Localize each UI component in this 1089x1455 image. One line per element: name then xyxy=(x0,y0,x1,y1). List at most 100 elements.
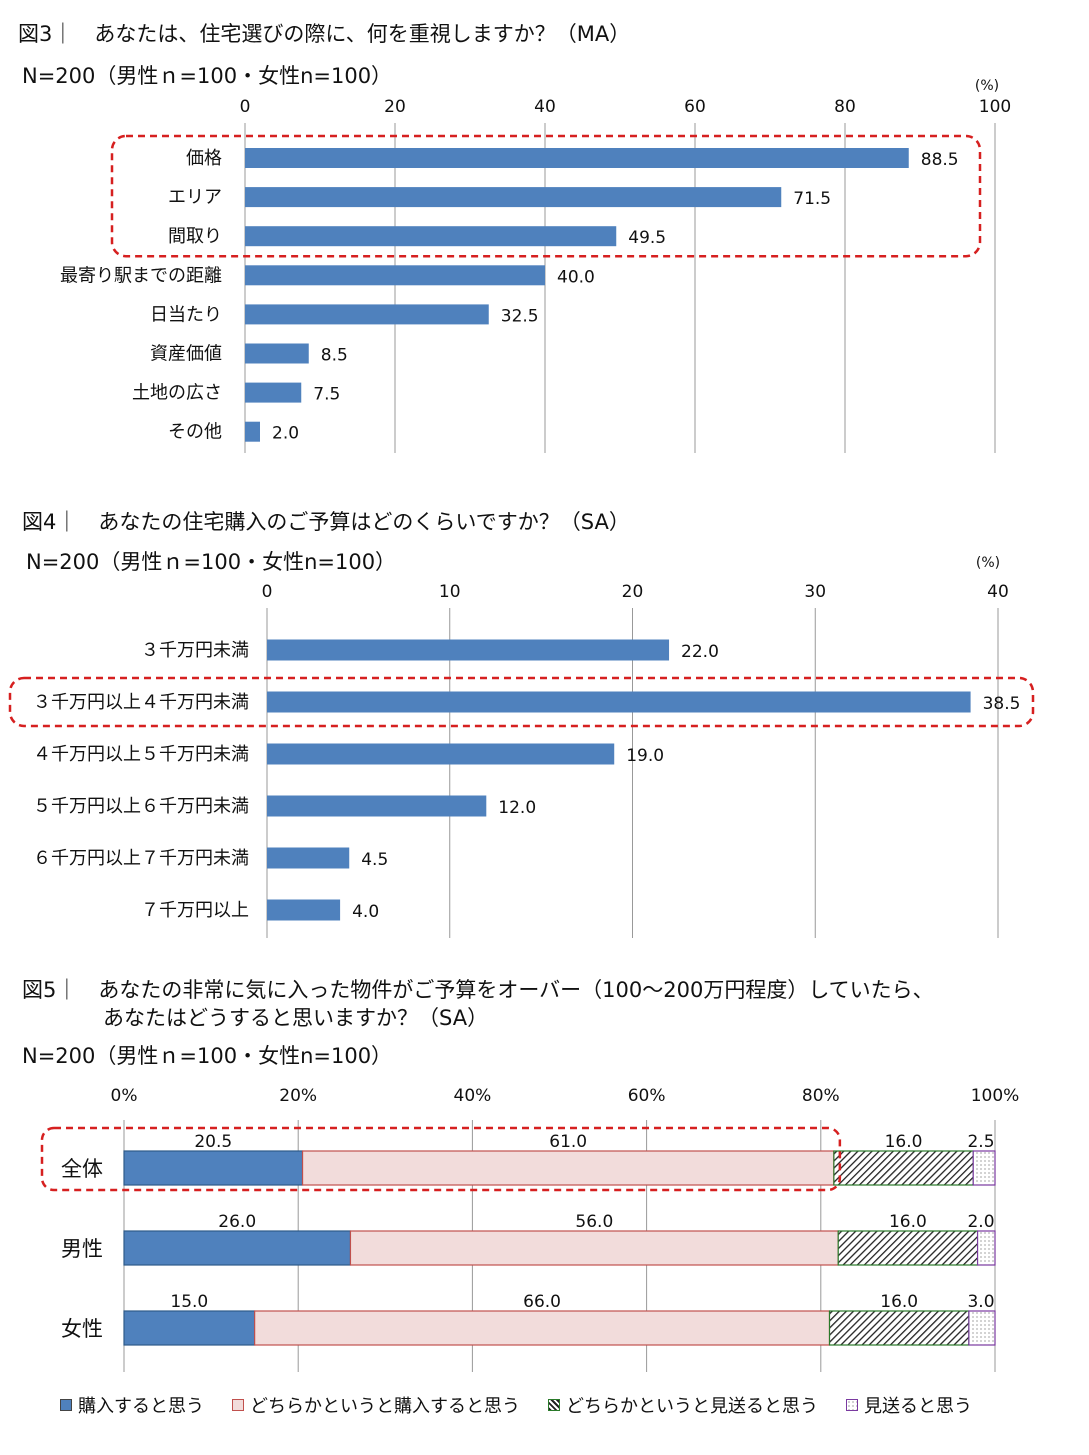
figure4-title: 図4｜ あなたの住宅購入のご予算はどのくらいですか？（SA） xyxy=(22,510,630,534)
figure5-segment xyxy=(976,1230,996,1266)
figure3-category-label: その他 xyxy=(168,422,222,443)
figure5-x-tick-label: 80% xyxy=(802,1086,840,1106)
figure3-category-label: エリア xyxy=(168,187,222,208)
figure4-x-tick-label: 10 xyxy=(439,582,461,602)
figure5-segment xyxy=(301,1150,835,1186)
legend-item-lean-buy: どちらかというと購入すると思う xyxy=(232,1392,520,1418)
figure5-segment xyxy=(123,1310,256,1346)
figure3-bar xyxy=(245,187,782,208)
figure3-category-label: 日当たり xyxy=(150,304,222,325)
figure5-segment-label: 20.5 xyxy=(194,1132,232,1152)
figure3-value-label: 7.5 xyxy=(313,385,340,405)
figure3-x-tick-label: 100 xyxy=(979,97,1011,117)
figure3-value-label: 40.0 xyxy=(557,267,595,287)
figure5-segment-label: 3.0 xyxy=(967,1292,994,1312)
figure4-value-label: 4.5 xyxy=(361,850,388,870)
figure3-category-label: 資産価値 xyxy=(150,344,222,365)
figure3-category-label: 価格 xyxy=(186,148,222,169)
figure4-bar xyxy=(267,795,487,817)
figure3-bar xyxy=(245,304,489,325)
legend-swatch-lean-pass xyxy=(548,1399,560,1411)
figure3-category-label: 土地の広さ xyxy=(132,383,222,404)
legend-label-lean-buy: どちらかというと購入すると思う xyxy=(250,1396,520,1417)
figure3-x-tick-label: 40 xyxy=(534,97,556,117)
figure4-sample-size: N=200（男性ｎ=100・女性n=100） xyxy=(26,550,397,574)
figure3-value-label: 2.0 xyxy=(272,424,299,444)
figure5-title-line2: あなたはどうすると思いますか？（SA） xyxy=(103,1006,489,1030)
figure3-unit-label: (%) xyxy=(975,78,999,94)
figure4-value-label: 12.0 xyxy=(498,798,536,818)
figure5-x-tick-label: 20% xyxy=(279,1086,317,1106)
figure5-segment xyxy=(828,1310,970,1346)
figure4-category-label: ７千万円以上 xyxy=(141,900,249,921)
figure3-title: 図3｜ あなたは、住宅選びの際に、何を重視しますか？（MA） xyxy=(18,22,631,46)
figure3-highlight-box xyxy=(110,134,982,258)
figure3-category-label: 間取り xyxy=(168,226,222,247)
figure3-bar xyxy=(245,148,909,168)
figure3-x-tick-label: 60 xyxy=(684,97,706,117)
figure5-x-tick-label: 40% xyxy=(454,1086,492,1106)
figure3-x-tick-label: 80 xyxy=(834,97,856,117)
figure5-segment-label: 26.0 xyxy=(218,1212,256,1232)
legend-item-buy: 購入すると思う xyxy=(60,1392,204,1418)
figure3-value-label: 88.5 xyxy=(921,150,959,170)
figure5-segment xyxy=(837,1230,979,1266)
figure3-category-label: 最寄り駅までの距離 xyxy=(60,265,222,286)
figure4-value-label: 4.0 xyxy=(352,902,379,922)
figure4-x-tick-label: 30 xyxy=(804,582,826,602)
figure5-segment xyxy=(349,1230,839,1266)
figure4-bar xyxy=(267,743,615,765)
figure5-category-label: 男性 xyxy=(61,1237,103,1261)
figure4-bar xyxy=(267,691,971,713)
figure5-category-label: 女性 xyxy=(61,1317,103,1341)
figure4-x-tick-label: 40 xyxy=(987,582,1009,602)
figure5-segment xyxy=(968,1310,996,1346)
legend-item-pass: 見送ると思う xyxy=(846,1392,972,1418)
figure3-value-label: 71.5 xyxy=(793,189,831,209)
figure4-value-label: 38.5 xyxy=(983,694,1021,714)
figure5-segment-label: 16.0 xyxy=(880,1292,918,1312)
figure4-category-label: ３千万円未満 xyxy=(141,640,249,661)
legend-swatch-buy xyxy=(60,1399,72,1411)
figure3-x-tick-label: 20 xyxy=(384,97,406,117)
legend-item-lean-pass: どちらかというと見送ると思う xyxy=(548,1392,818,1418)
figure5-segment-label: 15.0 xyxy=(170,1292,208,1312)
figure3-value-label: 32.5 xyxy=(501,306,539,326)
figure4-bar xyxy=(267,639,670,661)
figure4-bar xyxy=(267,899,341,921)
figure5-category-label: 全体 xyxy=(61,1157,103,1181)
legend-swatch-pass xyxy=(846,1399,858,1411)
legend-label-buy: 購入すると思う xyxy=(78,1396,204,1417)
figure5-legend: 購入すると思う どちらかというと購入すると思う どちらかというと見送ると思う 見… xyxy=(60,1392,972,1418)
figure5-x-tick-label: 60% xyxy=(628,1086,666,1106)
figure3-bar xyxy=(245,226,617,247)
figure5-segment-label: 66.0 xyxy=(523,1292,561,1312)
figure3-value-label: 8.5 xyxy=(321,346,348,366)
figure4-value-label: 22.0 xyxy=(681,642,719,662)
figure4-category-label: ３千万円以上４千万円未満 xyxy=(33,692,249,713)
figure5-segment-label: 16.0 xyxy=(885,1132,923,1152)
figure5-highlight-box xyxy=(40,1126,842,1192)
figure5-segment-label: 61.0 xyxy=(549,1132,587,1152)
figure3-bar xyxy=(245,343,309,364)
figure3-x-tick-label: 0 xyxy=(240,97,251,117)
figure4-category-label: ４千万円以上５千万円未満 xyxy=(33,744,249,765)
figure5-segment-label: 56.0 xyxy=(575,1212,613,1232)
legend-label-lean-pass: どちらかというと見送ると思う xyxy=(566,1396,818,1417)
figure5-x-tick-label: 100% xyxy=(971,1086,1020,1106)
figure4-category-label: ６千万円以上７千万円未満 xyxy=(33,848,249,869)
figure5-segment-label: 2.5 xyxy=(967,1132,994,1152)
figure5-title-line1: 図5｜ あなたの非常に気に入った物件がご予算をオーバー（100～200万円程度）… xyxy=(22,978,934,1002)
figure4-category-label: ５千万円以上６千万円未満 xyxy=(33,796,249,817)
figure3-bar xyxy=(245,382,302,403)
legend-swatch-lean-buy xyxy=(232,1399,244,1411)
figure5-segment-label: 16.0 xyxy=(889,1212,927,1232)
figure4-value-label: 19.0 xyxy=(626,746,664,766)
figure3-value-label: 49.5 xyxy=(628,228,666,248)
figure5-segment xyxy=(123,1230,352,1266)
figure5-segment xyxy=(254,1310,831,1346)
figure5-segment xyxy=(972,1150,996,1186)
figure4-bar xyxy=(267,847,350,869)
figure4-unit-label: (%) xyxy=(976,555,1000,571)
